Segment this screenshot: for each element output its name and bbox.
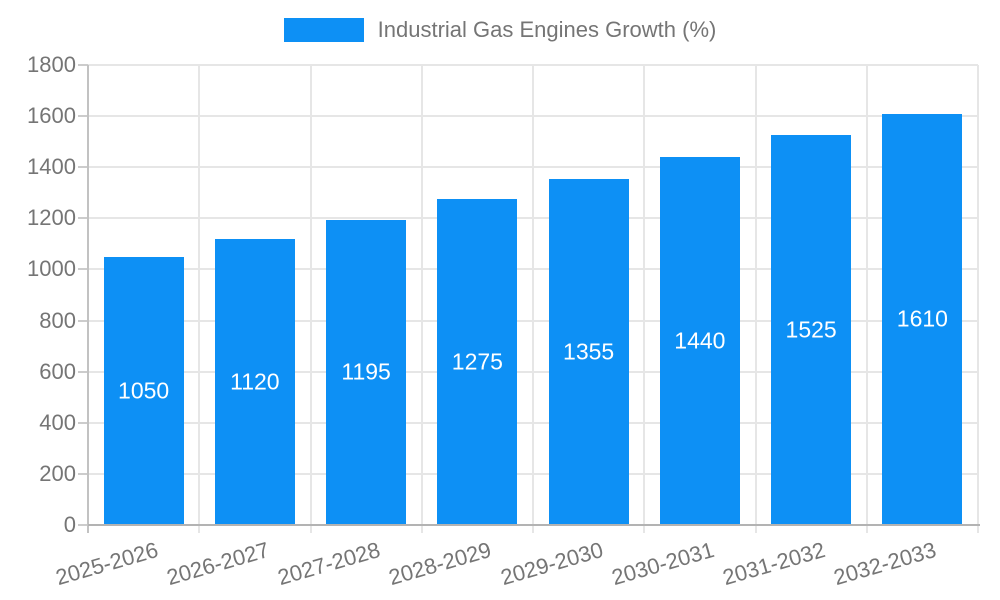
bar-value-label: 1120 [230, 368, 280, 395]
legend-swatch [283, 18, 364, 42]
y-tick-mark [78, 421, 88, 424]
bar-value-label: 1610 [896, 305, 948, 332]
gridline-vertical [198, 65, 201, 533]
y-axis-line [87, 65, 89, 533]
gridline-vertical [643, 65, 646, 533]
bar-value-label: 1275 [451, 348, 503, 375]
legend-label: Industrial Gas Engines Growth (%) [377, 17, 717, 42]
gridline-vertical [532, 65, 534, 533]
y-tick-label: 1200 [27, 205, 76, 231]
gridline-vertical [420, 65, 423, 533]
y-tick-label: 200 [39, 460, 76, 486]
bar: 1275 [437, 199, 518, 525]
bar: 1525 [771, 135, 852, 525]
y-tick-mark [78, 472, 88, 475]
y-tick-label: 400 [39, 409, 76, 435]
y-tick-mark [78, 268, 88, 271]
y-tick-label: 800 [39, 307, 76, 333]
y-tick-label: 1000 [27, 256, 76, 282]
y-tick-mark [78, 115, 88, 118]
gridline-vertical [754, 65, 757, 533]
legend: Industrial Gas Engines Growth (%) [0, 17, 1000, 43]
y-tick-label: 1400 [27, 154, 76, 180]
bar-value-label: 1195 [341, 358, 391, 385]
bar: 1440 [659, 157, 740, 525]
bar: 1610 [882, 113, 963, 525]
gridline-vertical [977, 65, 979, 533]
gridline-vertical [309, 65, 312, 533]
bar: 1120 [214, 238, 295, 525]
y-tick-label: 1600 [27, 103, 76, 129]
bar-value-label: 1525 [785, 316, 837, 343]
gridline-vertical [865, 65, 868, 533]
y-tick-mark [78, 319, 88, 322]
y-tick-mark [78, 166, 88, 169]
plot-area: 1050 1120 1195 1275 1355 1440 1525 1610 [87, 64, 979, 533]
y-tick-label: 1800 [27, 52, 76, 77]
y-tick-mark [78, 217, 88, 220]
bar: 1355 [548, 178, 629, 525]
y-tick-label: 0 [63, 512, 76, 537]
y-tick-mark [78, 524, 88, 526]
x-axis-line [88, 524, 980, 526]
y-tick-mark [78, 64, 88, 66]
bar-value-label: 1440 [674, 327, 726, 354]
bar: 1195 [326, 219, 407, 525]
bar: 1050 [103, 256, 184, 525]
y-tick-label: 600 [39, 358, 76, 384]
bar-value-label: 1355 [563, 338, 615, 365]
bar-value-label: 1050 [118, 377, 170, 404]
y-tick-mark [78, 370, 88, 373]
